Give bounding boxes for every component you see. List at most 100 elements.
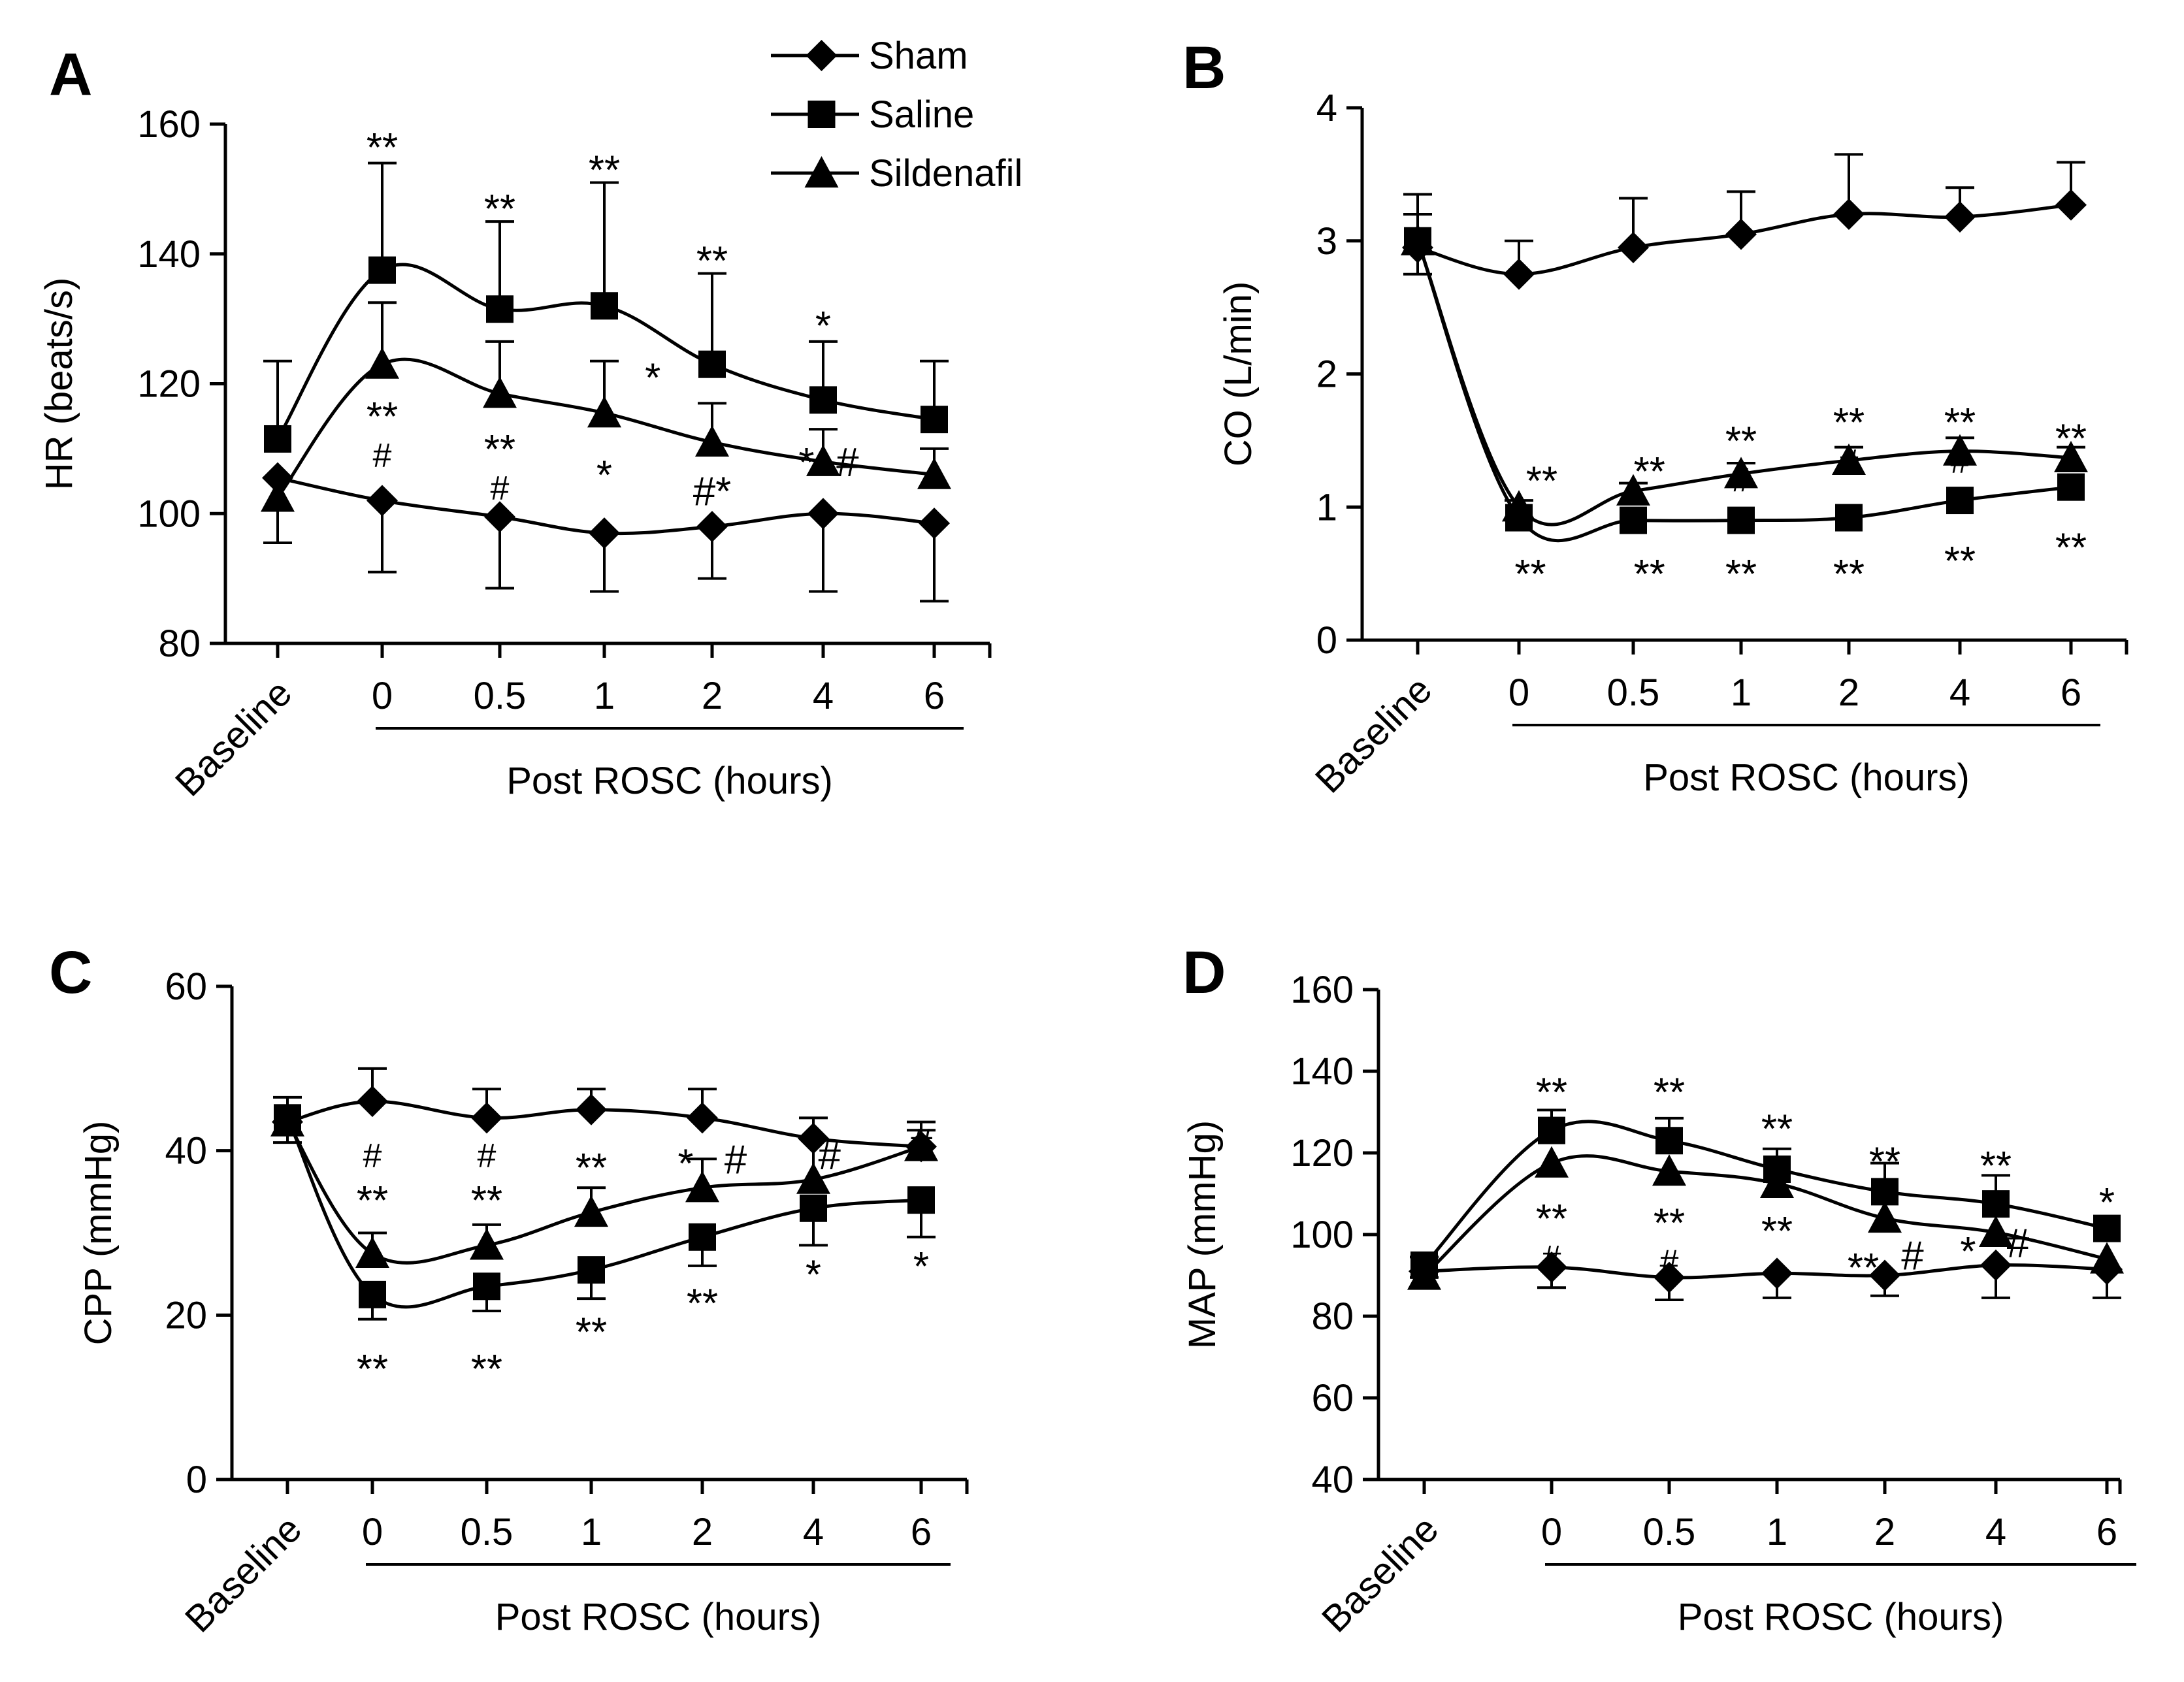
significance-mark: ** <box>1725 419 1757 464</box>
legend-marker-triangle <box>804 156 839 188</box>
x-tick-label: 6 <box>911 1511 932 1553</box>
x-axis-title: Post ROSC (hours) <box>1643 756 1970 799</box>
data-point-diamond <box>1725 218 1757 250</box>
significance-mark: # <box>1901 1233 1924 1278</box>
significance-mark: ** <box>367 395 398 440</box>
y-axis-title: MAP (mmHg) <box>1181 1120 1224 1349</box>
y-tick-label: 60 <box>1311 1377 1354 1419</box>
y-tick-label: 80 <box>158 623 201 665</box>
data-point-triangle <box>917 457 951 489</box>
panel-letter: C <box>49 939 92 1006</box>
data-point-triangle <box>2054 440 2088 472</box>
x-tick-label: 4 <box>803 1511 824 1553</box>
significance-mark: # <box>1542 1239 1561 1277</box>
significance-mark: ** <box>2055 416 2087 461</box>
significance-mark: * <box>2099 1180 2115 1225</box>
significance-mark: # <box>491 470 510 508</box>
x-tick-label-baseline: Baseline <box>1307 668 1440 801</box>
x-tick-label: 2 <box>692 1511 713 1553</box>
significance-mark: ** <box>589 148 620 193</box>
x-tick-label: 6 <box>2096 1511 2117 1553</box>
data-point-triangle <box>904 1129 938 1161</box>
x-tick-label: 1 <box>1731 671 1752 714</box>
panel-a: A 80 100 120 140 160 Baseline 0 0.5 1 2 4 6 Post ROSC… <box>38 41 992 805</box>
significance-mark: ** <box>687 1281 718 1326</box>
data-point-triangle <box>796 1162 830 1194</box>
x-tick-label: 2 <box>1838 671 1859 714</box>
data-point-triangle <box>1868 1201 1902 1233</box>
x-tick-label: 6 <box>2061 671 2081 714</box>
data-point-triangle <box>470 1228 504 1260</box>
data-point-diamond <box>2055 189 2087 221</box>
data-point-diamond <box>1654 1261 1685 1293</box>
panel-letter: D <box>1182 939 1226 1006</box>
series-saline <box>1403 213 2085 542</box>
data-point-diamond <box>357 1086 388 1118</box>
legend-entry-sildenafil: Sildenafil <box>771 152 1022 195</box>
data-point-triangle <box>1401 223 1435 255</box>
data-point-triangle <box>1407 1258 1441 1290</box>
legend-label: Sildenafil <box>869 152 1022 195</box>
x-tick-label: 0.5 <box>1643 1511 1696 1553</box>
y-tick-label: 60 <box>165 965 207 1008</box>
series-sildenafil <box>1401 223 2088 526</box>
data-point-triangle <box>1502 490 1536 522</box>
y-tick-label: 160 <box>137 103 201 146</box>
data-point-square <box>698 350 726 378</box>
y-axis-title: CPP (mmHg) <box>77 1121 120 1346</box>
x-tick-label: 2 <box>702 675 723 717</box>
significance-mark: ** <box>1536 1197 1567 1242</box>
y-tick-label: 3 <box>1316 220 1337 263</box>
x-tick-label: 4 <box>1949 671 1970 714</box>
data-point-triangle <box>1724 457 1758 489</box>
significance-mark: * <box>677 1142 693 1187</box>
x-tick-label: 0 <box>1541 1511 1562 1553</box>
data-point-diamond <box>1869 1259 1900 1291</box>
data-point-square <box>578 1256 605 1284</box>
data-point-square <box>591 292 618 320</box>
x-tick-label-baseline: Baseline <box>167 671 300 804</box>
y-tick-label: 2 <box>1316 353 1337 396</box>
data-point-triangle <box>270 1105 304 1137</box>
legend-entry-saline: Saline <box>771 93 974 136</box>
data-point-triangle <box>2090 1242 2124 1274</box>
data-point-diamond <box>696 511 728 543</box>
y-tick-label: 160 <box>1290 969 1354 1011</box>
series-sildenafil <box>1407 1146 2124 1290</box>
data-point-diamond <box>1980 1249 2012 1281</box>
data-point-square <box>473 1272 500 1301</box>
y-tick-label: 40 <box>165 1130 207 1173</box>
y-tick-label: 0 <box>1316 619 1337 662</box>
data-point-diamond <box>1536 1252 1567 1283</box>
significance-mark: ** <box>357 1347 388 1392</box>
y-tick-label: 40 <box>1311 1459 1354 1501</box>
data-point-diamond <box>687 1102 718 1134</box>
series-saline <box>273 1095 936 1321</box>
significance-annotations: ************# **# * #** # <box>367 125 859 515</box>
data-point-square <box>359 1280 386 1308</box>
data-point-triangle <box>1535 1146 1569 1178</box>
legend-marker-diamond <box>806 40 838 71</box>
data-point-square <box>264 425 291 453</box>
x-tick-label-baseline: Baseline <box>177 1508 310 1640</box>
significance-mark: ** <box>576 1146 607 1191</box>
data-point-triangle <box>1616 474 1650 506</box>
significance-mark: * <box>815 304 831 349</box>
data-point-square <box>368 256 396 284</box>
data-point-diamond <box>1618 231 1649 263</box>
data-point-triangle <box>806 444 840 476</box>
significance-mark: ** <box>1536 1070 1567 1115</box>
data-point-diamond <box>1761 1257 1793 1289</box>
data-point-triangle <box>365 347 399 379</box>
x-tick-label-baseline: Baseline <box>1314 1508 1446 1640</box>
legend: Sham Saline Sildenafil <box>771 35 1022 195</box>
significance-mark: # <box>910 1121 933 1166</box>
significance-mark: ** <box>1634 552 1665 597</box>
y-tick-label: 140 <box>137 233 201 276</box>
significance-annotations: #**#**** * # # #** ******* * <box>357 1121 933 1392</box>
legend-label: Sham <box>869 35 968 77</box>
x-tick-label: 0.5 <box>461 1511 513 1553</box>
significance-mark: # <box>373 437 392 475</box>
significance-mark: * <box>596 453 612 498</box>
significance-mark: # <box>819 1133 841 1178</box>
